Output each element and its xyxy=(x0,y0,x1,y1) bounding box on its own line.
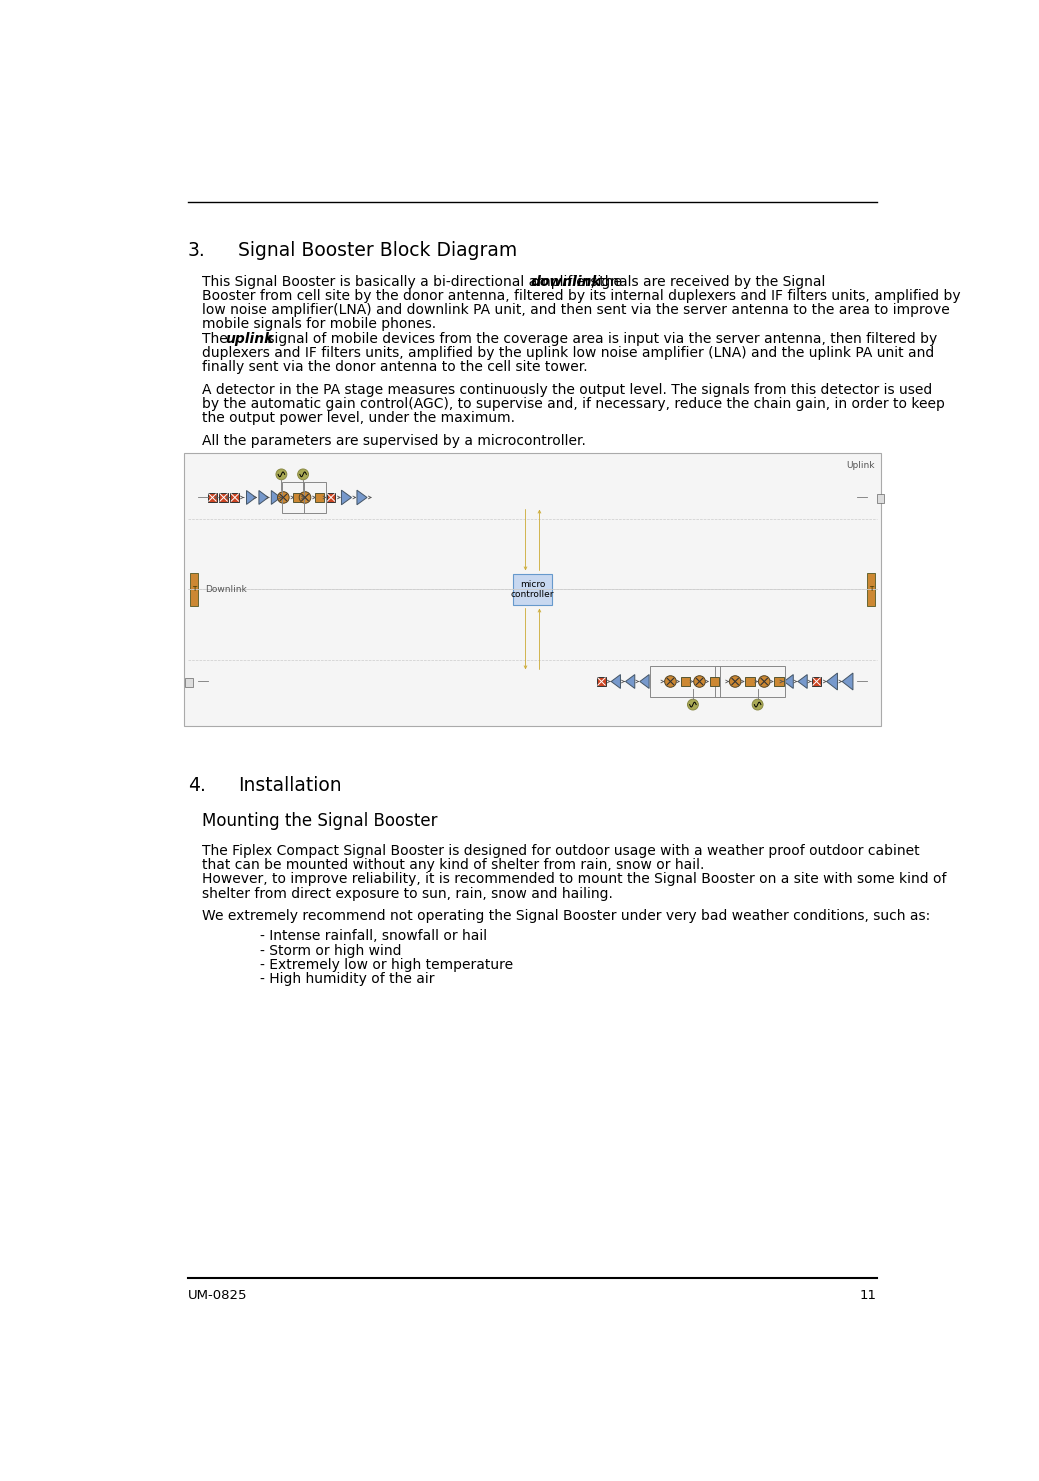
Text: - Extremely low or high temperature: - Extremely low or high temperature xyxy=(260,958,513,972)
Bar xyxy=(877,493,884,504)
Bar xyxy=(710,677,719,686)
Circle shape xyxy=(694,675,705,687)
Bar xyxy=(303,481,325,512)
Text: Uplink: Uplink xyxy=(846,461,875,469)
Polygon shape xyxy=(271,490,281,505)
Circle shape xyxy=(276,469,287,480)
Circle shape xyxy=(729,675,741,687)
Text: Installation: Installation xyxy=(238,776,342,795)
Text: shelter from direct exposure to sun, rain, snow and hailing.: shelter from direct exposure to sun, rai… xyxy=(202,887,613,900)
Text: T: T xyxy=(192,586,196,592)
Text: All the parameters are supervised by a microcontroller.: All the parameters are supervised by a m… xyxy=(202,434,586,449)
Text: Mounting the Signal Booster: Mounting the Signal Booster xyxy=(202,812,437,829)
Polygon shape xyxy=(611,674,620,689)
Circle shape xyxy=(758,675,770,687)
Bar xyxy=(184,453,881,726)
Text: Downlink: Downlink xyxy=(205,585,247,594)
Text: signals are received by the Signal: signals are received by the Signal xyxy=(586,275,825,289)
Text: However, to improve reliability, it is recommended to mount the Signal Booster o: However, to improve reliability, it is r… xyxy=(202,872,947,887)
Bar xyxy=(283,481,303,512)
Circle shape xyxy=(665,675,676,687)
Text: finally sent via the donor antenna to the cell site tower.: finally sent via the donor antenna to th… xyxy=(202,360,588,375)
Bar xyxy=(745,677,754,686)
Polygon shape xyxy=(342,490,351,505)
Text: micro: micro xyxy=(520,581,545,589)
Polygon shape xyxy=(798,674,807,689)
Bar xyxy=(190,573,198,606)
Bar xyxy=(208,493,217,502)
Text: low noise amplifier(LNA) and downlink PA unit, and then sent via the server ante: low noise amplifier(LNA) and downlink PA… xyxy=(202,304,950,317)
Text: Booster from cell site by the donor antenna, filtered by its internal duplexers : Booster from cell site by the donor ante… xyxy=(202,289,961,304)
Text: duplexers and IF filters units, amplified by the uplink low noise amplifier (LNA: duplexers and IF filters units, amplifie… xyxy=(202,347,934,360)
Text: T: T xyxy=(869,586,873,592)
Text: mobile signals for mobile phones.: mobile signals for mobile phones. xyxy=(202,317,436,332)
Text: This Signal Booster is basically a bi-directional amplifier, the: This Signal Booster is basically a bi-di… xyxy=(202,275,627,289)
Text: - Intense rainfall, snowfall or hail: - Intense rainfall, snowfall or hail xyxy=(260,930,487,943)
Circle shape xyxy=(299,492,311,504)
Circle shape xyxy=(752,699,763,709)
Bar xyxy=(326,493,336,502)
Bar xyxy=(231,493,239,502)
Bar xyxy=(185,678,192,687)
Polygon shape xyxy=(842,672,853,690)
Text: - High humidity of the air: - High humidity of the air xyxy=(260,972,434,986)
Bar xyxy=(597,677,606,686)
Polygon shape xyxy=(625,674,635,689)
Text: 11: 11 xyxy=(860,1288,877,1302)
Text: The Fiplex Compact Signal Booster is designed for outdoor usage with a weather p: The Fiplex Compact Signal Booster is des… xyxy=(202,844,920,857)
Text: The: The xyxy=(202,332,232,345)
Text: A detector in the PA stage measures continuously the output level. The signals f: A detector in the PA stage measures cont… xyxy=(202,384,932,397)
Text: signal of mobile devices from the coverage area is input via the server antenna,: signal of mobile devices from the covera… xyxy=(263,332,937,345)
Text: 4.: 4. xyxy=(188,776,206,795)
Text: that can be mounted without any kind of shelter from rain, snow or hail.: that can be mounted without any kind of … xyxy=(202,857,704,872)
Bar xyxy=(812,677,821,686)
Bar xyxy=(513,575,552,604)
Polygon shape xyxy=(259,490,268,505)
Circle shape xyxy=(688,699,698,709)
Polygon shape xyxy=(784,674,793,689)
Bar xyxy=(219,493,229,502)
Text: downlink: downlink xyxy=(531,275,602,289)
Text: 3.: 3. xyxy=(188,241,206,259)
Bar xyxy=(774,677,783,686)
Text: - Storm or high wind: - Storm or high wind xyxy=(260,943,402,958)
Bar xyxy=(315,493,324,502)
Text: We extremely recommend not operating the Signal Booster under very bad weather c: We extremely recommend not operating the… xyxy=(202,909,930,924)
Text: the output power level, under the maximum.: the output power level, under the maximu… xyxy=(202,412,515,425)
Text: Signal Booster Block Diagram: Signal Booster Block Diagram xyxy=(238,241,517,259)
Text: uplink: uplink xyxy=(225,332,273,345)
Text: UM-0825: UM-0825 xyxy=(188,1288,247,1302)
Circle shape xyxy=(277,492,289,504)
Polygon shape xyxy=(640,674,649,689)
Bar xyxy=(715,666,784,698)
Bar xyxy=(867,573,875,606)
Bar xyxy=(650,666,720,698)
Text: controller: controller xyxy=(511,589,554,598)
Bar xyxy=(293,493,302,502)
Text: by the automatic gain control(AGC), to supervise and, if necessary, reduce the c: by the automatic gain control(AGC), to s… xyxy=(202,397,944,412)
Circle shape xyxy=(297,469,309,480)
Bar xyxy=(681,677,690,686)
Polygon shape xyxy=(827,672,837,690)
Polygon shape xyxy=(246,490,256,505)
Polygon shape xyxy=(357,490,367,505)
